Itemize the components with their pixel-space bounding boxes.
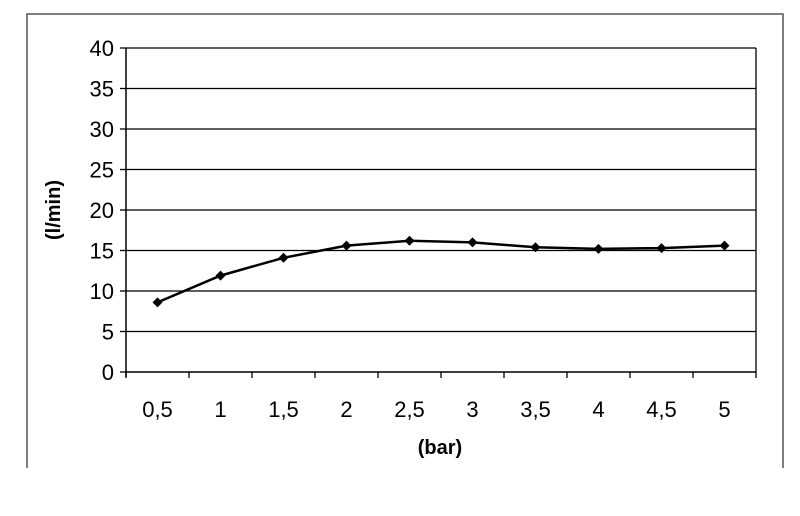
data-point <box>152 297 163 308</box>
y-tick-label: 35 <box>90 77 114 102</box>
y-tick-label: 25 <box>90 158 114 183</box>
y-axis-label: (l/min) <box>43 180 65 240</box>
y-tick-label: 15 <box>90 239 114 264</box>
data-point <box>467 237 478 248</box>
x-tick-label: 1 <box>214 397 226 422</box>
y-tick-label: 20 <box>90 198 114 223</box>
x-tick-label: 3,5 <box>520 397 551 422</box>
data-point <box>404 235 415 246</box>
data-point <box>278 252 289 263</box>
x-tick-label: 2,5 <box>394 397 425 422</box>
data-point <box>719 240 730 251</box>
y-tick-label: 30 <box>90 117 114 142</box>
x-tick-label: 5 <box>718 397 730 422</box>
y-tick-label: 0 <box>102 360 114 385</box>
x-tick-label: 1,5 <box>268 397 299 422</box>
y-tick-label: 40 <box>90 36 114 61</box>
y-tick-label: 10 <box>90 279 114 304</box>
data-point <box>593 243 604 254</box>
x-tick-label: 4,5 <box>646 397 677 422</box>
series-line <box>157 239 725 304</box>
x-axis-label: (bar) <box>418 437 462 459</box>
data-point <box>530 242 541 253</box>
x-tick-label: 0,5 <box>142 397 173 422</box>
x-tick-label: 2 <box>340 397 352 422</box>
chart-frame <box>26 13 784 468</box>
x-tick-label: 3 <box>466 397 478 422</box>
data-point <box>215 270 226 281</box>
x-tick-label: 4 <box>592 397 604 422</box>
data-point <box>341 240 352 251</box>
data-point <box>656 243 667 254</box>
y-tick-label: 5 <box>102 320 114 345</box>
